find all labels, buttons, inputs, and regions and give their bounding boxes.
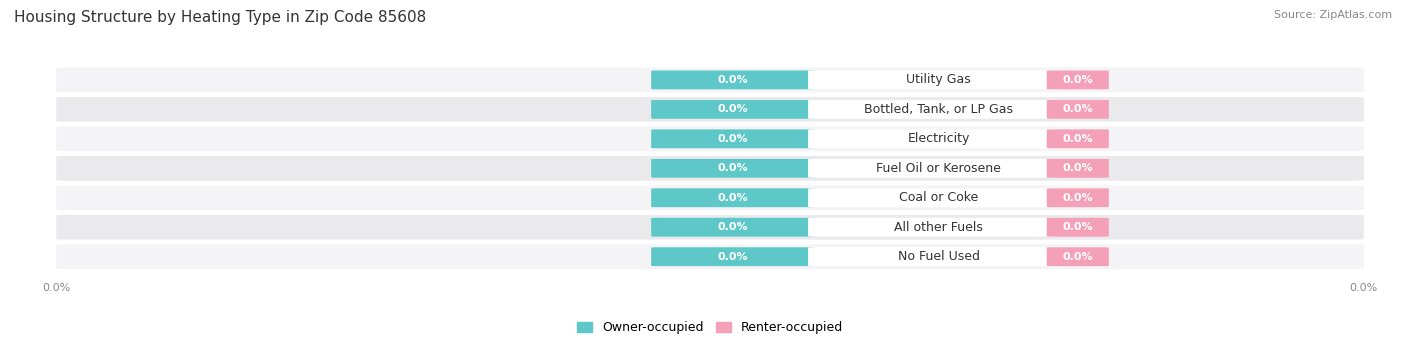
FancyBboxPatch shape: [1046, 130, 1109, 148]
FancyBboxPatch shape: [651, 247, 814, 266]
FancyBboxPatch shape: [56, 97, 1364, 122]
FancyBboxPatch shape: [808, 247, 1053, 266]
Text: No Fuel Used: No Fuel Used: [898, 250, 980, 263]
FancyBboxPatch shape: [808, 70, 1053, 89]
FancyBboxPatch shape: [56, 185, 1364, 210]
Text: Bottled, Tank, or LP Gas: Bottled, Tank, or LP Gas: [865, 103, 1014, 116]
Text: 0.0%: 0.0%: [1063, 104, 1092, 114]
Text: 0.0%: 0.0%: [1063, 163, 1092, 173]
FancyBboxPatch shape: [1046, 218, 1109, 237]
Text: 0.0%: 0.0%: [717, 252, 748, 262]
FancyBboxPatch shape: [56, 126, 1364, 151]
Text: 0.0%: 0.0%: [1063, 193, 1092, 203]
FancyBboxPatch shape: [56, 244, 1364, 269]
FancyBboxPatch shape: [56, 215, 1364, 240]
Text: 0.0%: 0.0%: [1063, 134, 1092, 144]
Text: Utility Gas: Utility Gas: [907, 73, 972, 86]
FancyBboxPatch shape: [808, 159, 1053, 178]
FancyBboxPatch shape: [651, 100, 814, 119]
Text: 0.0%: 0.0%: [717, 193, 748, 203]
Text: Housing Structure by Heating Type in Zip Code 85608: Housing Structure by Heating Type in Zip…: [14, 10, 426, 25]
Text: 0.0%: 0.0%: [1063, 222, 1092, 232]
FancyBboxPatch shape: [808, 218, 1053, 237]
Text: Fuel Oil or Kerosene: Fuel Oil or Kerosene: [876, 162, 1001, 175]
FancyBboxPatch shape: [651, 218, 814, 237]
FancyBboxPatch shape: [1046, 100, 1109, 119]
FancyBboxPatch shape: [808, 130, 1053, 148]
FancyBboxPatch shape: [651, 188, 814, 207]
FancyBboxPatch shape: [808, 188, 1053, 207]
FancyBboxPatch shape: [1046, 188, 1109, 207]
FancyBboxPatch shape: [808, 100, 1053, 119]
Text: 0.0%: 0.0%: [1063, 252, 1092, 262]
Text: Electricity: Electricity: [908, 132, 970, 145]
Text: 0.0%: 0.0%: [717, 75, 748, 85]
Text: 0.0%: 0.0%: [717, 163, 748, 173]
Text: 0.0%: 0.0%: [717, 222, 748, 232]
FancyBboxPatch shape: [56, 156, 1364, 181]
FancyBboxPatch shape: [1046, 70, 1109, 89]
Text: All other Fuels: All other Fuels: [894, 221, 983, 234]
Text: Coal or Coke: Coal or Coke: [900, 191, 979, 204]
Text: Source: ZipAtlas.com: Source: ZipAtlas.com: [1274, 10, 1392, 20]
FancyBboxPatch shape: [651, 159, 814, 178]
Legend: Owner-occupied, Renter-occupied: Owner-occupied, Renter-occupied: [576, 321, 844, 335]
FancyBboxPatch shape: [1046, 159, 1109, 178]
Text: 0.0%: 0.0%: [717, 104, 748, 114]
Text: 0.0%: 0.0%: [1063, 75, 1092, 85]
FancyBboxPatch shape: [651, 70, 814, 89]
FancyBboxPatch shape: [1046, 247, 1109, 266]
FancyBboxPatch shape: [651, 130, 814, 148]
Text: 0.0%: 0.0%: [717, 134, 748, 144]
FancyBboxPatch shape: [56, 68, 1364, 92]
